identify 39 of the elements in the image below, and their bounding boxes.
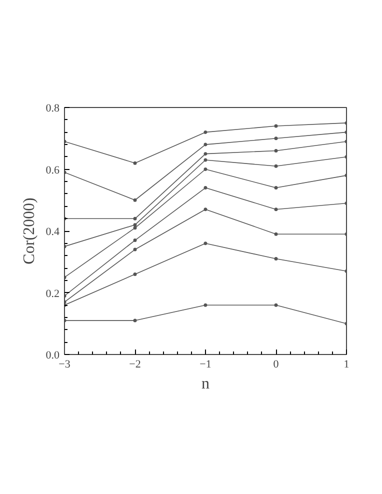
point — [274, 164, 278, 168]
x-axis-title: n — [202, 376, 210, 392]
y-tick-label: 0.8 — [46, 102, 60, 114]
x-tick-label: 1 — [344, 358, 350, 370]
point — [204, 130, 208, 134]
x-tick-label: −1 — [200, 358, 212, 370]
point — [274, 257, 278, 261]
point — [204, 303, 208, 307]
y-tick-label: 0.2 — [46, 288, 60, 300]
point — [274, 208, 278, 212]
point — [204, 186, 208, 190]
point — [133, 248, 137, 252]
point — [133, 318, 137, 322]
point — [133, 161, 137, 165]
point — [204, 242, 208, 246]
point — [204, 158, 208, 162]
point — [133, 238, 137, 242]
x-tick-label: −3 — [58, 358, 71, 370]
point — [133, 226, 137, 230]
point — [204, 152, 208, 156]
y-tick-label: 0.6 — [46, 164, 60, 176]
point — [274, 124, 278, 128]
y-tick-label: 0.0 — [46, 350, 60, 362]
y-tick-label: 0.4 — [46, 226, 60, 238]
point — [133, 216, 137, 220]
point — [204, 142, 208, 146]
point — [274, 148, 278, 152]
y-axis-title: Cor(2000) — [20, 198, 38, 264]
point — [274, 232, 278, 236]
point — [274, 136, 278, 140]
point — [133, 272, 137, 276]
point — [204, 168, 208, 171]
point — [274, 186, 278, 190]
x-tick-label: −2 — [129, 358, 141, 370]
point — [133, 198, 137, 202]
x-tick-label: 0 — [273, 358, 280, 370]
point — [204, 208, 208, 212]
point — [133, 223, 137, 227]
point — [274, 303, 278, 307]
